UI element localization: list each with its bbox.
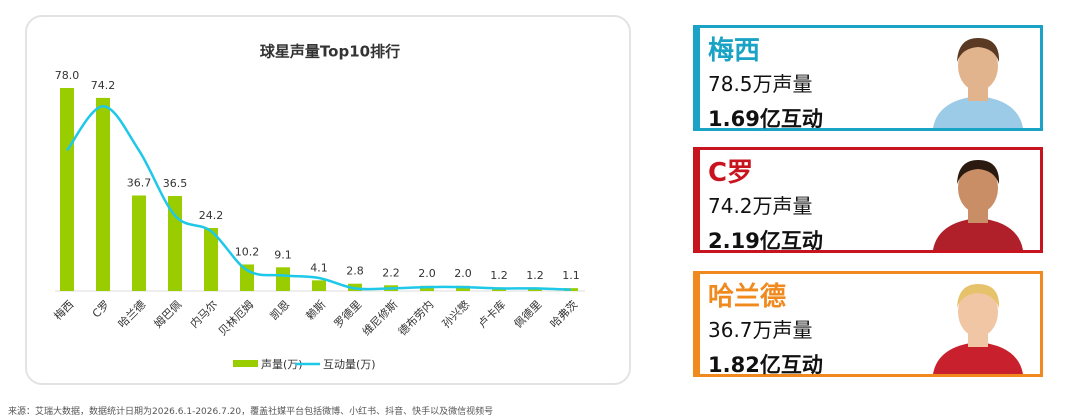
card-volume: 74.2万声量: [708, 194, 813, 218]
player-photo: [933, 284, 1023, 374]
value-label: 36.5: [163, 177, 188, 190]
bar: [204, 228, 218, 291]
card-name: 哈兰德: [708, 282, 787, 312]
bar: [240, 264, 254, 291]
card-interaction: 2.19亿互动: [708, 229, 823, 253]
value-label: 2.2: [382, 266, 400, 279]
player-card: C罗 74.2万声量 2.19亿互动: [693, 147, 1043, 253]
legend-swatch: [233, 360, 258, 367]
shirt: [933, 342, 1023, 374]
card-interaction: 1.69亿互动: [708, 107, 823, 131]
card-name: 梅西: [708, 36, 761, 66]
card-name: C罗: [708, 158, 754, 188]
value-label: 78.0: [55, 69, 80, 82]
value-label: 2.0: [454, 267, 472, 280]
player-card: 梅西 78.5万声量 1.69亿互动: [693, 25, 1043, 131]
bar: [276, 267, 290, 291]
card-volume: 78.5万声量: [708, 72, 813, 96]
bar: [96, 97, 110, 291]
legend-label: 声量(万): [261, 357, 303, 371]
player-photo: [933, 160, 1023, 250]
line: [65, 104, 572, 291]
value-label: 1.2: [526, 269, 544, 282]
shirt: [933, 218, 1023, 250]
bar: [60, 88, 74, 291]
shirt: [933, 96, 1023, 128]
footnote: 来源：艾瑞大数据，数据统计日期为2026.6.1-2026.7.20，覆盖社媒平…: [8, 407, 494, 417]
player-photo: [933, 38, 1023, 128]
value-label: 36.7: [127, 176, 152, 189]
value-label: 1.1: [562, 269, 580, 282]
value-label: 10.2: [235, 245, 260, 258]
bar: [312, 280, 326, 291]
bar: [420, 285, 434, 291]
card-volume: 36.7万声量: [708, 318, 813, 342]
bar: [456, 285, 470, 291]
value-label: 74.2: [91, 79, 116, 92]
value-label: 1.2: [490, 269, 508, 282]
bar: [132, 195, 146, 291]
legend-label: 互动量(万): [323, 358, 376, 371]
hair: [957, 38, 1000, 62]
hair: [957, 160, 1000, 184]
face: [958, 41, 998, 91]
value-label: 24.2: [199, 209, 224, 222]
hair: [957, 284, 1000, 308]
value-label: 2.0: [418, 267, 436, 280]
face: [958, 287, 998, 337]
value-label: 4.1: [310, 261, 328, 274]
card-interaction: 1.82亿互动: [708, 353, 823, 377]
chart-title: 球星声量Top10排行: [260, 43, 400, 61]
player-card: 哈兰德 36.7万声量 1.82亿互动: [693, 271, 1043, 377]
value-label: 2.8: [346, 265, 364, 278]
chart-panel: [25, 15, 631, 385]
value-label: 9.1: [274, 248, 292, 261]
face: [958, 163, 998, 213]
